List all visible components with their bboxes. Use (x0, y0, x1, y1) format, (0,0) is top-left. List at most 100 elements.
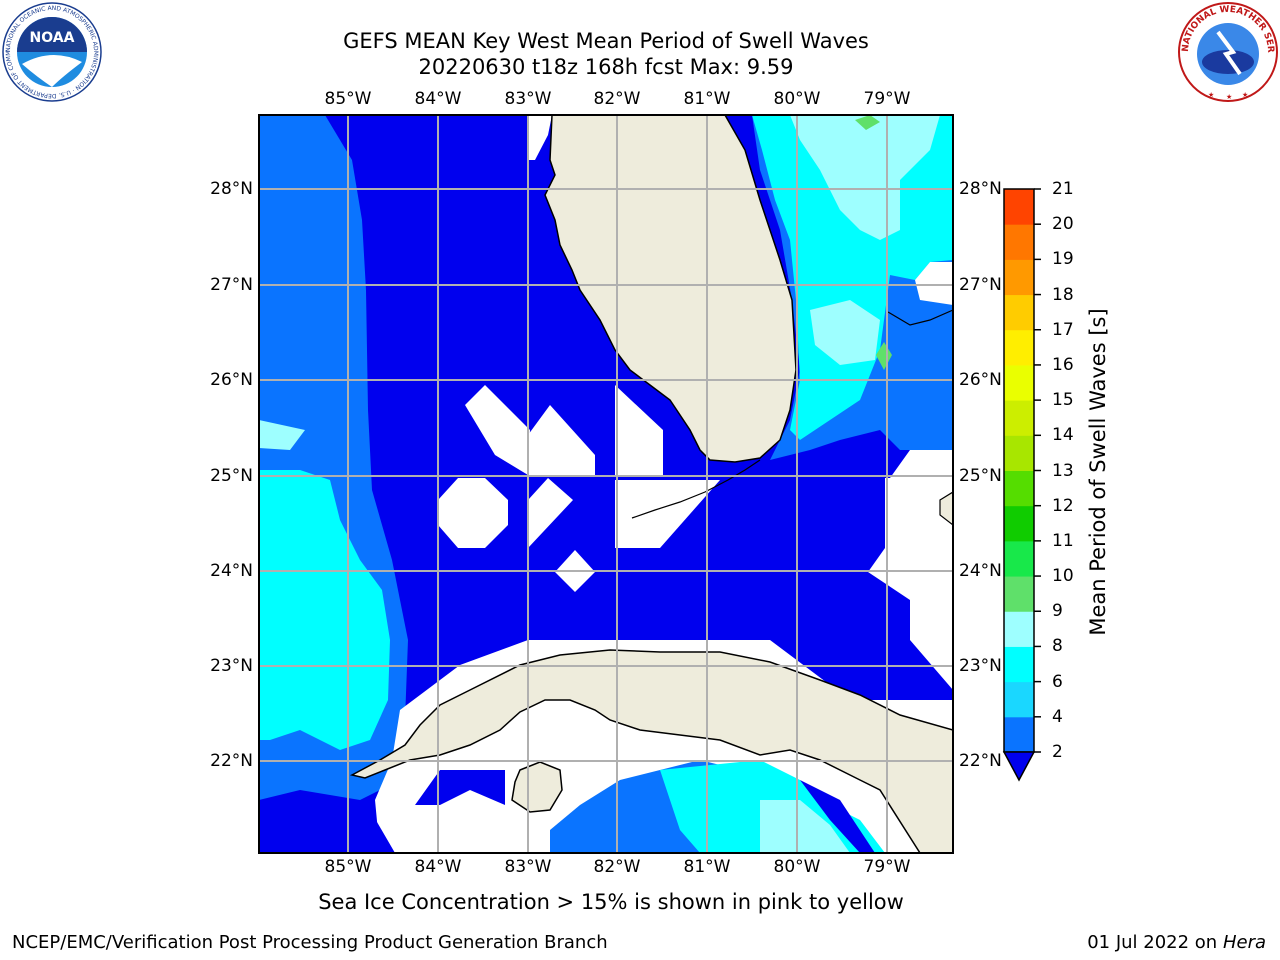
lat-label-left: 26°N (210, 370, 253, 390)
svg-text:★: ★ (1208, 91, 1214, 99)
colorbar-segment (1004, 576, 1034, 612)
footer-host: Hera (1222, 932, 1266, 953)
colorbar-tick-label: 20 (1052, 214, 1074, 235)
lon-label-top: 81°W (683, 89, 731, 109)
colorbar-segment (1004, 364, 1034, 401)
colorbar-extend-arrow (1002, 751, 1036, 782)
missing-area (438, 478, 508, 548)
missing-area (890, 450, 953, 478)
footer-date: 01 Jul 2022 on Hera (1087, 932, 1266, 953)
lat-label-right: 27°N (959, 275, 1002, 295)
atlantic-cyan-area (752, 115, 953, 440)
colorbar-tick-label: 9 (1052, 601, 1063, 622)
lat-label-right: 22°N (959, 751, 1002, 771)
footer-date-text: 01 Jul 2022 on (1087, 932, 1223, 953)
lat-label-left: 25°N (210, 466, 253, 486)
colorbar-tick-label: 12 (1052, 495, 1074, 516)
svg-text:★: ★ (1242, 91, 1248, 99)
colorbar-segment (1004, 400, 1034, 436)
lon-label-bottom: 79°W (863, 857, 911, 877)
colorbar-segment (1004, 189, 1034, 225)
lon-label-top: 84°W (414, 89, 462, 109)
colorbar-tick-label: 4 (1052, 706, 1063, 727)
colorbar-tick-label: 16 (1052, 354, 1074, 375)
lon-label-top: 85°W (324, 89, 372, 109)
colorbar-segment (1004, 259, 1034, 296)
lon-label-top: 83°W (504, 89, 552, 109)
colorbar-tick-label: 14 (1052, 425, 1074, 446)
colorbar-tick-label: 17 (1052, 319, 1074, 340)
lat-label-right: 25°N (959, 466, 1002, 486)
colorbar-segment (1004, 716, 1034, 753)
missing-area (528, 405, 595, 475)
colorbar-tick-label: 21 (1052, 179, 1074, 199)
isla-de-la-juventud (511, 761, 563, 813)
colorbar-tick-label: 15 (1052, 390, 1074, 411)
sea-ice-note: Sea Ice Concentration > 15% is shown in … (318, 890, 904, 914)
lon-label-top: 82°W (593, 89, 641, 109)
colorbar-tick-label: 2 (1052, 742, 1063, 762)
colorbar-tick-label: 6 (1052, 671, 1063, 692)
colorbar-segment (1004, 540, 1034, 577)
missing-area (465, 385, 530, 475)
lat-label-left: 22°N (210, 751, 253, 771)
colorbar-segment (1004, 470, 1034, 507)
missing-area (615, 385, 663, 475)
colorbar-segment (1004, 294, 1034, 331)
lat-label-right: 26°N (959, 370, 1002, 390)
colorbar-segment (1004, 329, 1034, 366)
colorbar-tick-label: 13 (1052, 460, 1074, 481)
footer-branch: NCEP/EMC/Verification Post Processing Pr… (12, 932, 608, 953)
lat-label-left: 28°N (210, 179, 253, 199)
missing-area (915, 262, 953, 305)
lat-label-right: 23°N (959, 656, 1002, 676)
colorbar-segment (1004, 681, 1034, 718)
colorbar-tick-label: 8 (1052, 636, 1063, 657)
lon-label-top: 80°W (773, 89, 821, 109)
western-light-cyan-area (259, 420, 305, 450)
colorbar-tick-label: 19 (1052, 249, 1074, 270)
colorbar-segment (1004, 505, 1034, 542)
south-light-cyan-area (760, 800, 850, 853)
missing-area (528, 478, 573, 548)
lat-label-right: 28°N (959, 179, 1002, 199)
south-deep-blue-area (259, 800, 395, 853)
lat-label-right: 24°N (959, 561, 1002, 581)
lat-label-left: 27°N (210, 275, 253, 295)
lon-label-bottom: 84°W (414, 857, 462, 877)
lon-label-bottom: 85°W (324, 857, 372, 877)
lon-label-bottom: 82°W (593, 857, 641, 877)
lon-label-bottom: 80°W (773, 857, 821, 877)
missing-area (528, 115, 552, 160)
bahamas-land (939, 491, 953, 526)
florida-land (544, 115, 797, 463)
lat-label-left: 23°N (210, 656, 253, 676)
svg-text:NOAA: NOAA (30, 30, 75, 46)
cuba-land (349, 649, 953, 853)
lon-label-top: 79°W (863, 89, 911, 109)
south-deep-blue-area (800, 780, 875, 853)
map-title: GEFS MEAN Key West Mean Period of Swell … (343, 29, 869, 53)
colorbar-title: Mean Period of Swell Waves [s] (1086, 308, 1110, 636)
bahamas-coast (887, 309, 953, 326)
noaa-logo: NATIONAL OCEANIC AND ATMOSPHERIC ADMINIS… (2, 2, 102, 102)
colorbar-tick-label: 11 (1052, 530, 1074, 551)
western-cyan-area (259, 470, 390, 750)
atlantic-light-cyan-area (790, 115, 940, 240)
lon-label-bottom: 81°W (683, 857, 731, 877)
colorbar-segment (1004, 435, 1034, 471)
map-subtitle: 20220630 t18z 168h fcst Max: 9.59 (418, 55, 794, 79)
lon-label-bottom: 83°W (504, 857, 552, 877)
green-spot (855, 115, 880, 130)
lat-label-left: 24°N (210, 561, 253, 581)
missing-area (868, 478, 953, 690)
map-frame (258, 114, 954, 854)
colorbar-tick-label: 18 (1052, 284, 1074, 305)
colorbar (1003, 188, 1041, 753)
svg-text:★: ★ (1226, 93, 1232, 101)
colorbar-segment (1004, 646, 1034, 683)
map-grid (259, 115, 953, 853)
atlantic-light-cyan-area-2 (810, 300, 880, 365)
florida-keys (631, 459, 761, 519)
